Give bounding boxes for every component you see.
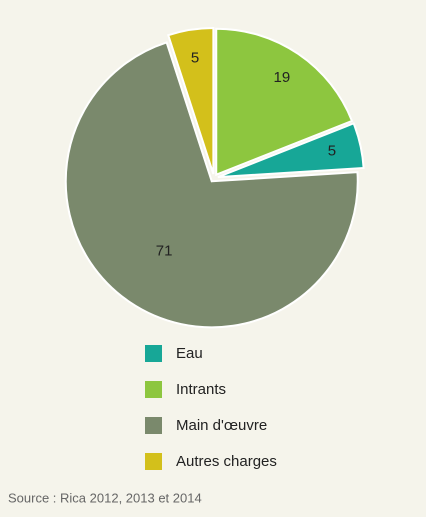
legend-label: Main d'œuvre (176, 417, 267, 434)
source: Source : Rica 2012, 2013 et 2014 (8, 490, 202, 505)
legend-swatch (145, 417, 162, 434)
legend-label: Intrants (176, 381, 226, 398)
legend-swatch (145, 453, 162, 470)
slice-label: 19 (274, 69, 291, 86)
pie-slice (64, 41, 359, 329)
pie-slice (215, 27, 354, 177)
legend-swatch (145, 345, 162, 362)
pie-slice (166, 27, 215, 175)
legend-label: Eau (176, 345, 203, 362)
slice-label: 5 (191, 50, 199, 67)
slice-label: 71 (156, 242, 173, 259)
slice-label: 5 (328, 143, 336, 160)
pie-slice (217, 122, 365, 179)
legend-swatch (145, 381, 162, 398)
legend-label: Autres charges (176, 453, 277, 470)
